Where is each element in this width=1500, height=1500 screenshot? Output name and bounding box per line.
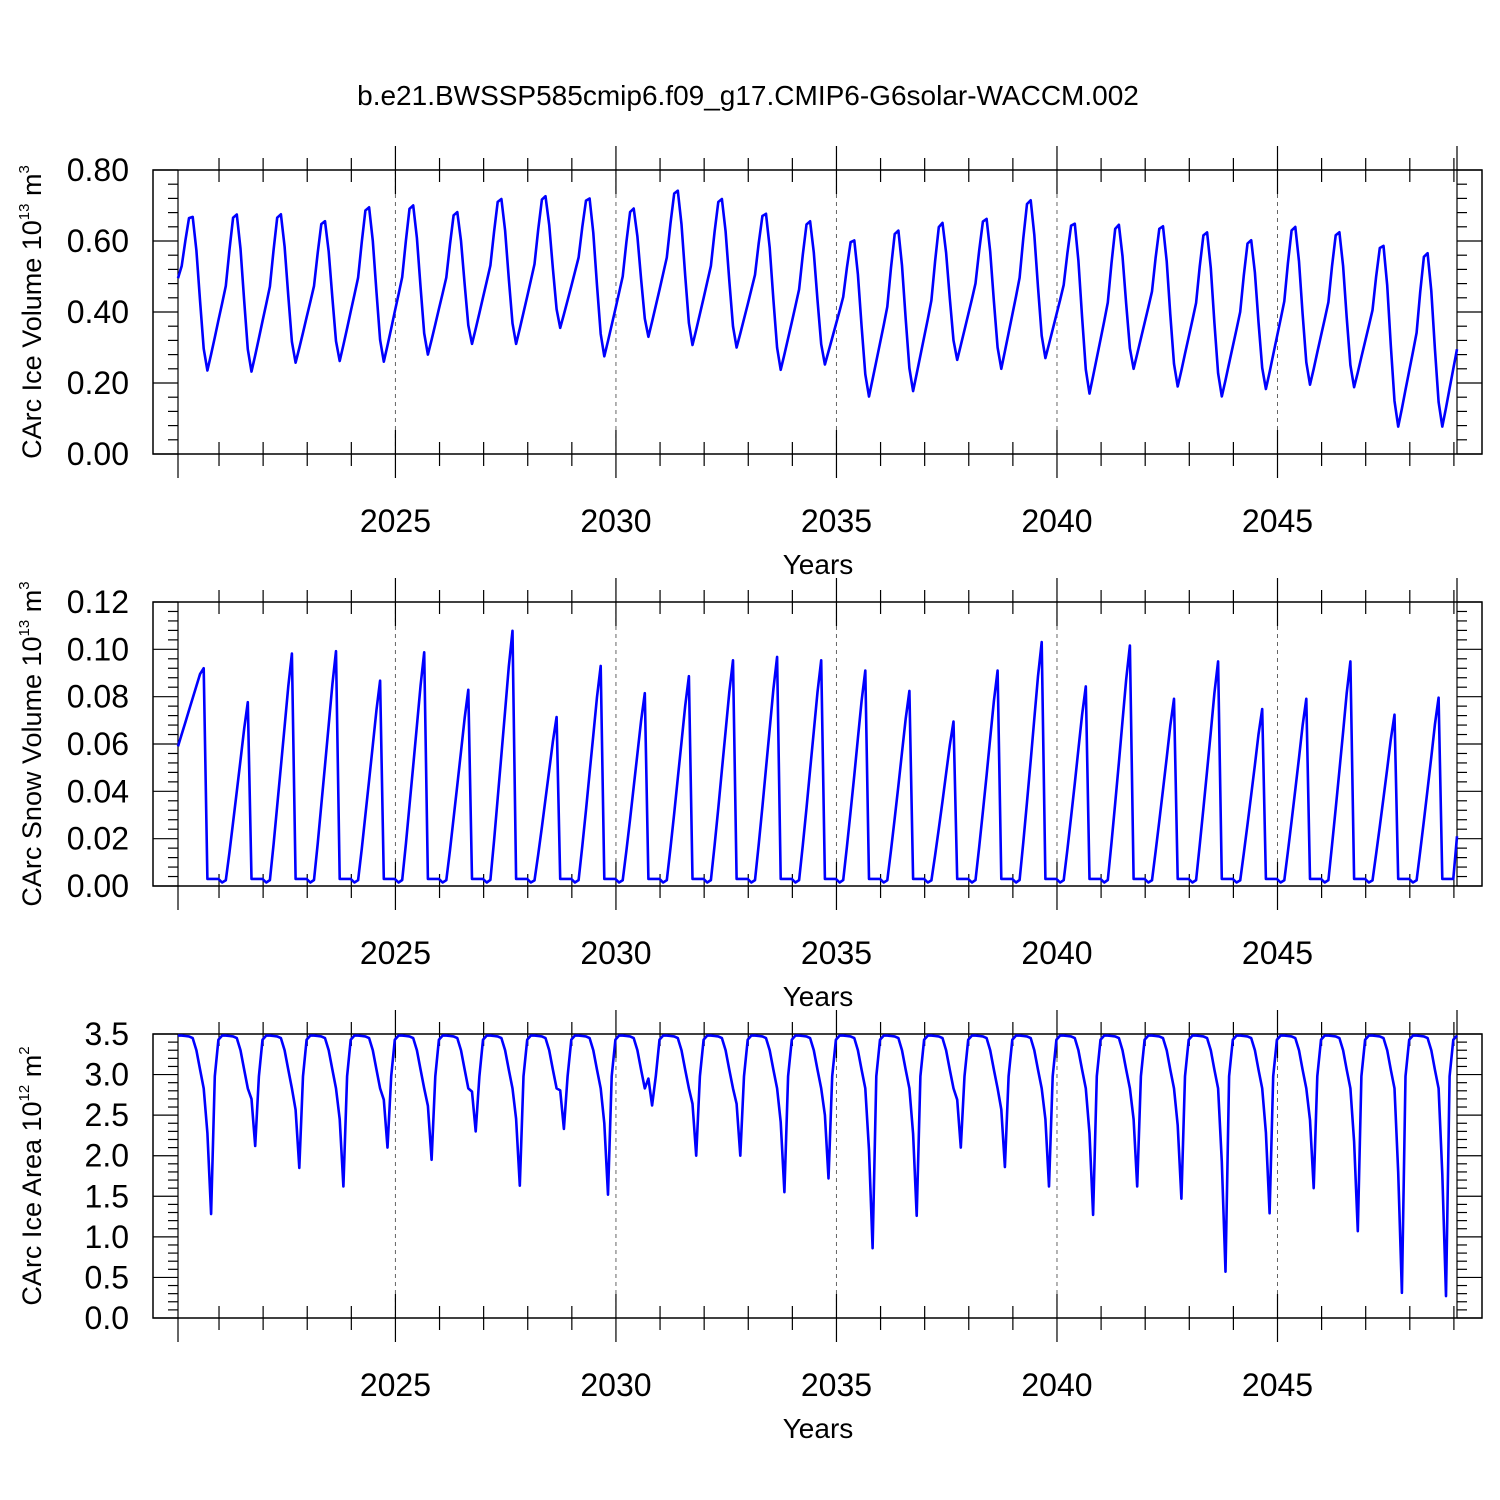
x-tick-label: 2030 <box>580 503 651 539</box>
y-tick-label: 0.20 <box>67 365 129 401</box>
y-tick-label: 2.5 <box>85 1097 129 1133</box>
x-axis-label: Years <box>783 981 854 1012</box>
y-axis-label-exponent: 13 <box>16 204 33 221</box>
y-tick-label: 0.12 <box>67 584 129 620</box>
y-tick-label: 0.06 <box>67 726 129 762</box>
x-tick-label: 2035 <box>801 503 872 539</box>
x-tick-label: 2035 <box>801 1367 872 1403</box>
y-tick-label: 0.04 <box>67 773 129 809</box>
y-tick-label: 0.02 <box>67 821 129 857</box>
x-tick-label: 2040 <box>1021 1367 1092 1403</box>
x-axis-label: Years <box>783 1413 854 1444</box>
x-tick-label: 2035 <box>801 935 872 971</box>
y-axis-label-unit-exponent: 3 <box>16 581 33 589</box>
y-tick-label: 2.0 <box>85 1138 129 1174</box>
x-tick-label: 2045 <box>1242 503 1313 539</box>
y-tick-label: 0.08 <box>67 679 129 715</box>
x-tick-label: 2045 <box>1242 1367 1313 1403</box>
plot-frame <box>152 1033 1483 1319</box>
y-tick-label: 0.00 <box>67 436 129 472</box>
y-axis-label-main: CArc Ice Area 10 <box>17 1101 47 1305</box>
y-axis-label: CArc Ice Area 1012 m2 <box>16 1046 47 1305</box>
x-tick-label: 2045 <box>1242 935 1313 971</box>
y-tick-label: 3.0 <box>85 1057 129 1093</box>
plot-frame <box>152 601 1483 887</box>
x-tick-label: 2030 <box>580 935 651 971</box>
y-tick-label: 1.5 <box>85 1178 129 1214</box>
y-tick-label: 0.0 <box>85 1300 129 1336</box>
y-axis-label-exponent: 12 <box>16 1085 33 1102</box>
ice-area-panel: 0.0 0.5 1.0 1.5 2.0 2.5 3.0 3.5 2025 2030 2035 2040… <box>16 1010 1483 1444</box>
ice-volume-panel: 0.00 0.20 0.40 0.60 0.80 2025 2030 2035 2040 2045… <box>16 146 1483 580</box>
y-axis-label: CArc Snow Volume 1013 m3 <box>16 581 47 906</box>
y-axis-label-unit: m <box>17 174 47 204</box>
snow-volume-panel: 0.00 0.02 0.04 0.06 0.08 0.10 0.12 2025 2030 2035… <box>16 578 1483 1012</box>
y-axis-label-main: CArc Snow Volume 10 <box>17 636 47 906</box>
y-axis-label-exponent: 13 <box>16 620 33 637</box>
y-tick-label: 1.0 <box>85 1219 129 1255</box>
x-tick-label: 2025 <box>360 503 431 539</box>
series-line-snow-volume <box>176 629 1459 884</box>
y-tick-label: 0.60 <box>67 223 129 259</box>
y-tick-label: 0.5 <box>85 1259 129 1295</box>
series-line-ice-volume <box>176 189 1459 428</box>
x-axis-label: Years <box>783 549 854 580</box>
y-tick-label: 0.40 <box>67 294 129 330</box>
y-axis-label-unit: m <box>17 1055 47 1085</box>
figure-title: b.e21.BWSSP585cmip6.f09_g17.CMIP6-G6sola… <box>357 80 1139 111</box>
y-tick-label: 0.10 <box>67 631 129 667</box>
y-tick-label: 3.5 <box>85 1016 129 1052</box>
y-axis-label-unit: m <box>17 590 47 620</box>
x-tick-label: 2025 <box>360 935 431 971</box>
y-axis-label: CArc Ice Volume 1013 m3 <box>16 165 47 459</box>
y-tick-label: 0.00 <box>67 868 129 904</box>
series-line-ice-area <box>178 1034 1458 1298</box>
x-tick-label: 2040 <box>1021 503 1092 539</box>
y-axis-label-unit-exponent: 2 <box>16 1046 33 1054</box>
y-tick-label: 0.80 <box>67 152 129 188</box>
x-tick-label: 2030 <box>580 1367 651 1403</box>
x-tick-label: 2025 <box>360 1367 431 1403</box>
x-tick-label: 2040 <box>1021 935 1092 971</box>
y-axis-label-unit-exponent: 3 <box>16 165 33 173</box>
y-axis-label-main: CArc Ice Volume 10 <box>17 220 47 459</box>
